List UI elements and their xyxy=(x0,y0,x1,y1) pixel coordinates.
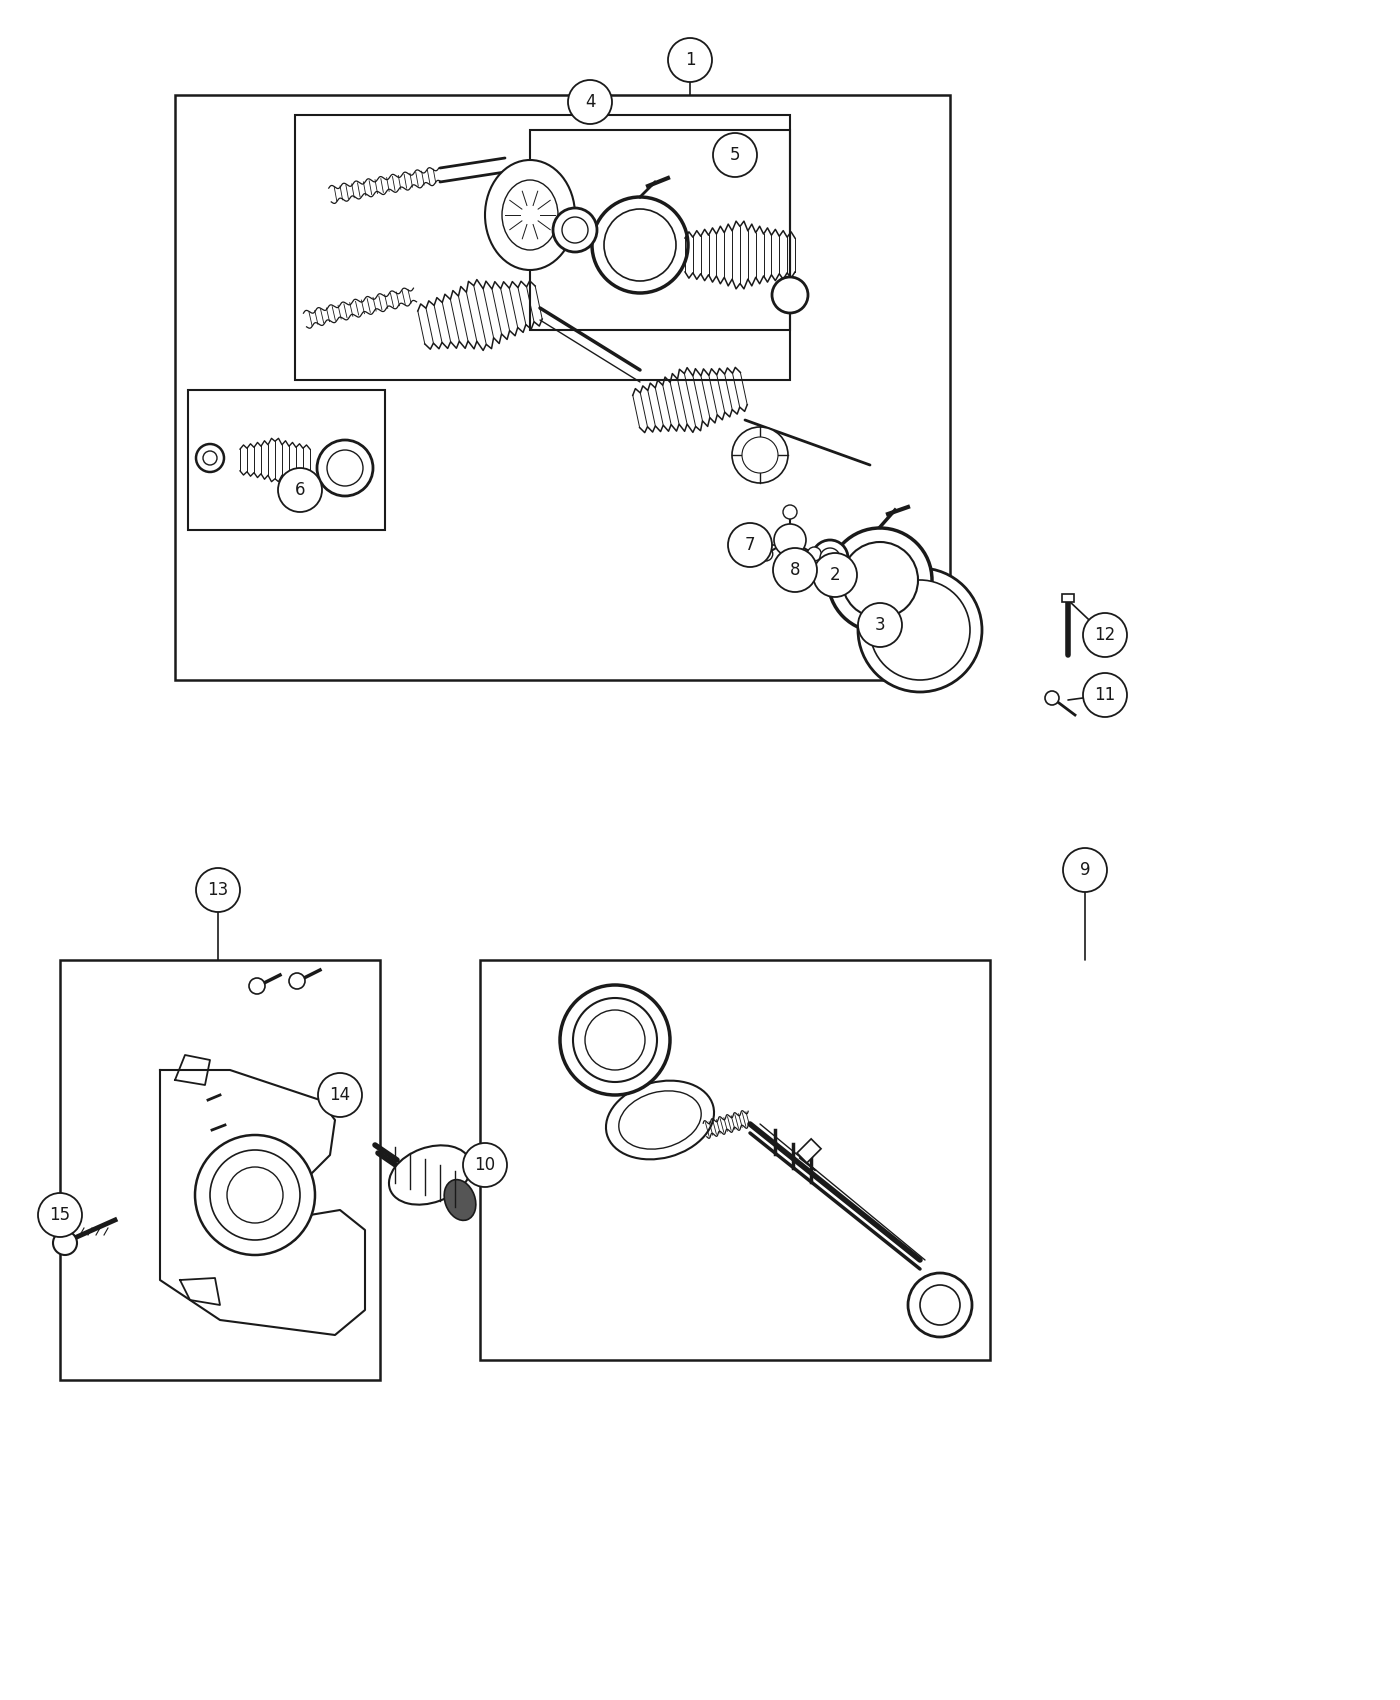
Text: 14: 14 xyxy=(329,1086,350,1103)
Circle shape xyxy=(585,1010,645,1069)
Text: 7: 7 xyxy=(745,536,755,554)
Circle shape xyxy=(573,998,657,1081)
Circle shape xyxy=(783,505,797,518)
Text: 10: 10 xyxy=(475,1156,496,1175)
Bar xyxy=(531,129,790,330)
Circle shape xyxy=(808,547,822,561)
Circle shape xyxy=(603,209,676,280)
Circle shape xyxy=(759,547,773,561)
Text: 12: 12 xyxy=(1095,626,1116,644)
Text: 15: 15 xyxy=(49,1205,70,1224)
Circle shape xyxy=(820,547,840,568)
Circle shape xyxy=(568,80,612,124)
Circle shape xyxy=(827,529,932,632)
Circle shape xyxy=(316,440,372,496)
Circle shape xyxy=(909,1273,972,1336)
Circle shape xyxy=(553,207,596,252)
Circle shape xyxy=(858,568,981,692)
Circle shape xyxy=(1063,848,1107,892)
Circle shape xyxy=(196,869,239,911)
Circle shape xyxy=(841,542,918,619)
Text: 13: 13 xyxy=(207,881,228,899)
Circle shape xyxy=(561,218,588,243)
Bar xyxy=(797,1139,820,1163)
Text: 2: 2 xyxy=(830,566,840,585)
Circle shape xyxy=(203,450,217,466)
Circle shape xyxy=(869,580,970,680)
Bar xyxy=(480,960,990,1360)
Circle shape xyxy=(288,972,305,989)
Circle shape xyxy=(227,1166,283,1222)
Circle shape xyxy=(920,1285,960,1324)
Circle shape xyxy=(328,450,363,486)
Circle shape xyxy=(1084,614,1127,656)
Circle shape xyxy=(858,604,902,648)
Circle shape xyxy=(318,1073,363,1117)
Circle shape xyxy=(196,444,224,473)
Circle shape xyxy=(812,541,848,576)
Bar xyxy=(175,95,951,680)
Text: 9: 9 xyxy=(1079,860,1091,879)
Bar xyxy=(188,389,385,530)
Text: 6: 6 xyxy=(295,481,305,500)
Ellipse shape xyxy=(444,1180,476,1221)
Ellipse shape xyxy=(606,1081,714,1159)
Circle shape xyxy=(195,1136,315,1255)
Text: 5: 5 xyxy=(729,146,741,163)
Ellipse shape xyxy=(503,180,559,250)
Bar xyxy=(295,116,790,381)
Circle shape xyxy=(53,1231,77,1255)
Circle shape xyxy=(728,524,771,568)
Text: 3: 3 xyxy=(875,615,885,634)
Bar xyxy=(1063,593,1074,602)
Text: 1: 1 xyxy=(685,51,696,70)
Circle shape xyxy=(668,37,713,82)
Ellipse shape xyxy=(389,1146,470,1205)
Text: 8: 8 xyxy=(790,561,801,580)
Circle shape xyxy=(742,437,778,473)
Circle shape xyxy=(463,1142,507,1187)
Circle shape xyxy=(773,547,818,592)
Ellipse shape xyxy=(619,1091,701,1149)
Circle shape xyxy=(1044,690,1058,706)
Circle shape xyxy=(249,977,265,994)
Bar xyxy=(60,960,379,1380)
Text: 4: 4 xyxy=(585,94,595,110)
Ellipse shape xyxy=(484,160,575,270)
Circle shape xyxy=(38,1193,83,1238)
Circle shape xyxy=(813,552,857,597)
Circle shape xyxy=(732,427,788,483)
Circle shape xyxy=(774,524,806,556)
Circle shape xyxy=(210,1149,300,1239)
Circle shape xyxy=(713,133,757,177)
Circle shape xyxy=(560,984,671,1095)
Text: 11: 11 xyxy=(1095,687,1116,704)
Circle shape xyxy=(279,468,322,512)
Circle shape xyxy=(1084,673,1127,717)
Circle shape xyxy=(592,197,687,292)
Circle shape xyxy=(771,277,808,313)
